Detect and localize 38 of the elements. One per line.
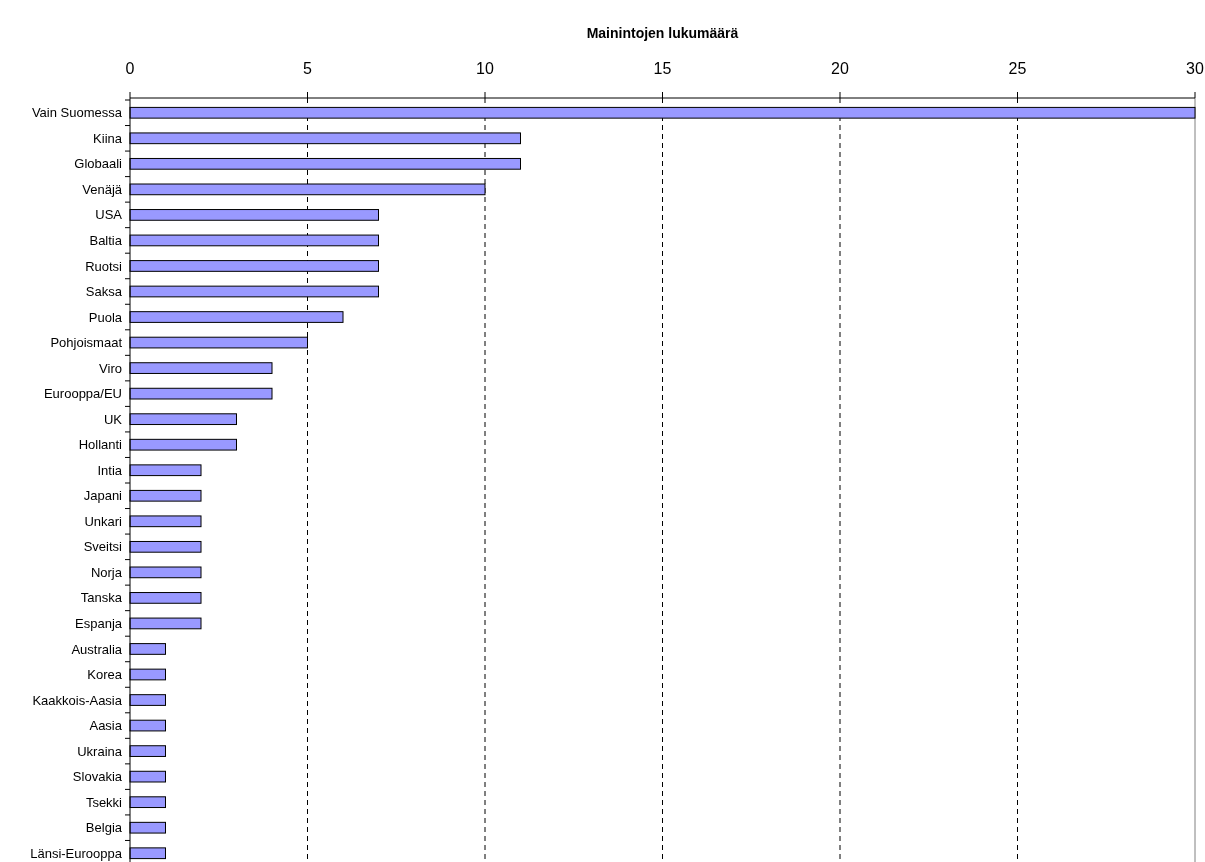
y-tick-label: Eurooppa/EU	[43, 386, 122, 402]
y-tick-label: Espanja	[75, 615, 123, 631]
x-tick-label: 0	[125, 60, 135, 77]
x-tick-label: 25	[1008, 60, 1027, 77]
y-tick-label: Unkari	[84, 513, 123, 529]
x-tick-label: 20	[831, 60, 849, 77]
y-tick-label: Länsi-Eurooppa	[30, 845, 123, 861]
y-tick-label: Baltia	[89, 232, 123, 248]
x-tick-label: 10	[476, 60, 494, 77]
y-tick-label: Intia	[97, 462, 123, 478]
y-tick-label: Viro	[99, 360, 122, 376]
y-tick-label: Japani	[83, 488, 123, 504]
y-tick-label: Puola	[88, 309, 123, 325]
y-tick-label: Saksa	[85, 284, 123, 300]
y-tick-label: USA	[95, 207, 123, 223]
y-tick-label: Ruotsi	[85, 258, 123, 274]
y-tick-label: Kiina	[93, 130, 123, 146]
y-tick-label: Tanska	[80, 590, 123, 606]
x-axis-title: Mainintojen lukumäärä	[586, 25, 739, 41]
y-tick-label: Australia	[71, 641, 123, 657]
y-tick-label: Pohjoismaat	[50, 335, 123, 351]
x-tick-label: 5	[303, 60, 313, 77]
y-tick-label: Kaakkois-Aasia	[32, 692, 123, 708]
y-tick-label: Tsekki	[85, 794, 123, 810]
x-tick-label: 30	[1186, 60, 1204, 77]
y-tick-label: Hollanti	[78, 437, 123, 453]
y-tick-label: Belgia	[85, 820, 123, 836]
y-tick-label: Globaali	[74, 156, 123, 172]
y-tick-label: UK	[103, 411, 123, 427]
y-tick-label: Vain Suomessa	[31, 105, 123, 121]
y-tick-label: Ukraina	[77, 743, 123, 759]
y-tick-label: Korea	[87, 667, 123, 683]
y-tick-label: Venäjä	[82, 181, 123, 197]
x-tick-label: 15	[653, 60, 672, 77]
y-tick-label: Slovakia	[72, 769, 123, 785]
y-tick-label: Norja	[90, 564, 123, 580]
y-tick-label: Aasia	[89, 718, 123, 734]
y-tick-label: Sveitsi	[83, 539, 123, 555]
